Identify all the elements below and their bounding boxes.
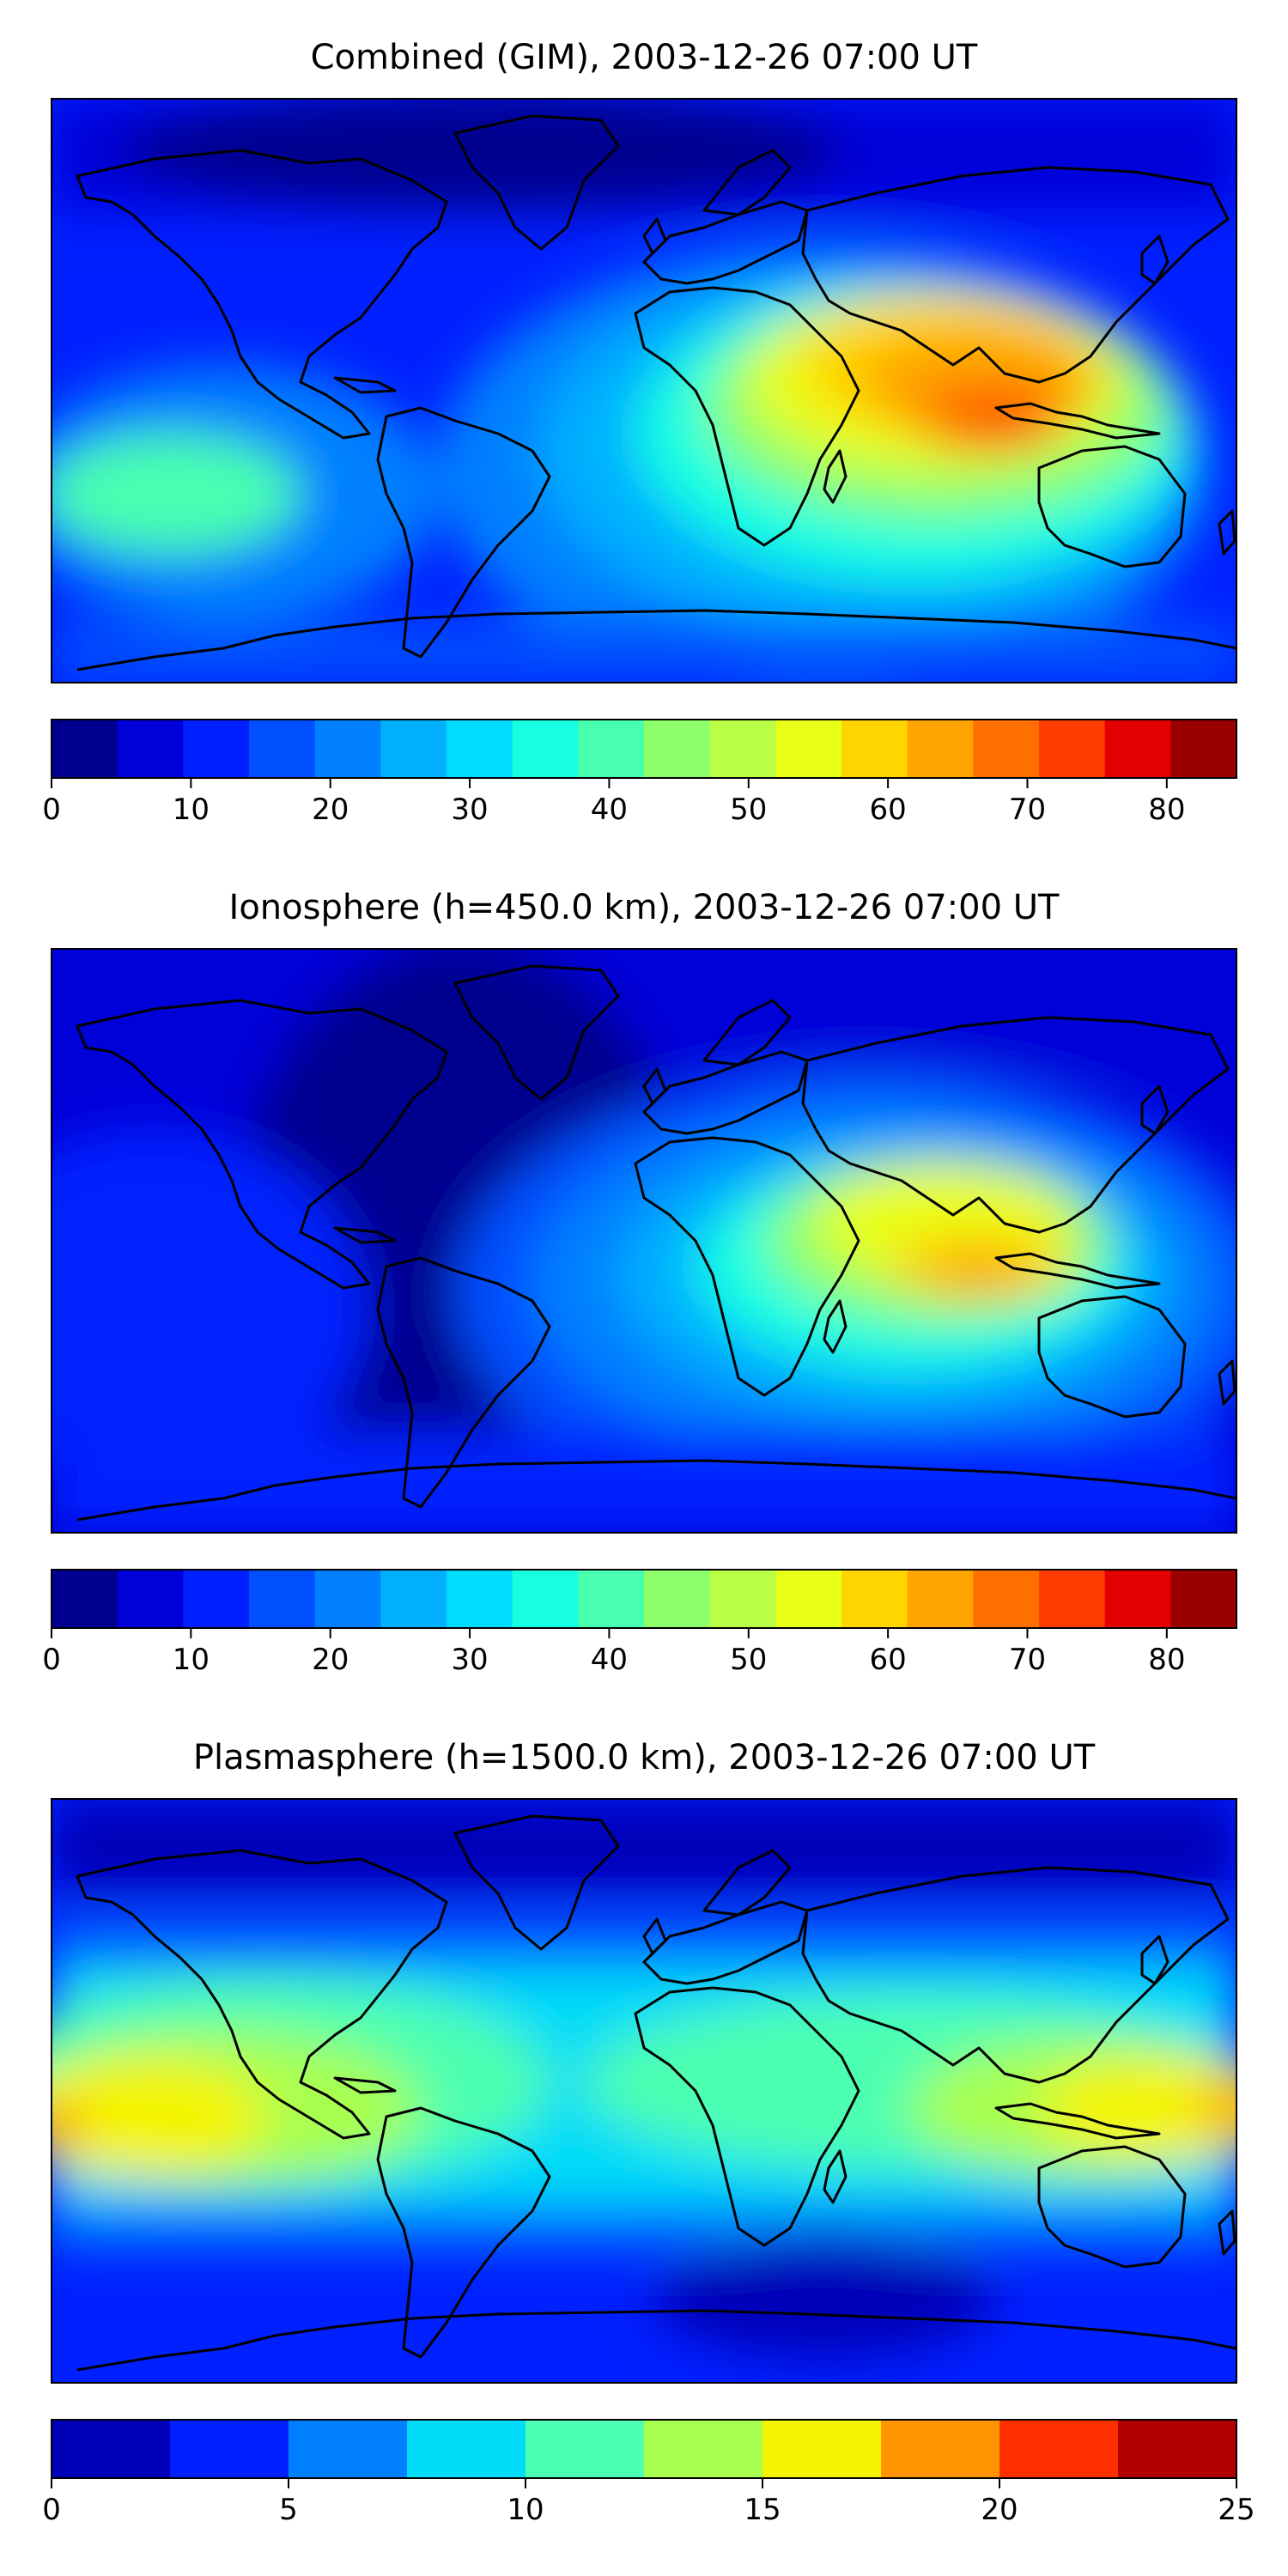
colorbar-tick-label: 0 <box>42 793 61 827</box>
colorbar-plasmasphere: 0 5 10 15 20 25 <box>42 2419 1255 2527</box>
colorbar-segment <box>249 720 316 778</box>
colorbar-segment <box>973 1570 1040 1628</box>
colorbar-segment <box>289 2420 408 2478</box>
colorbar-tick-label: 60 <box>869 793 906 827</box>
panel-ionosphere: Ionosphere (h=450.0 km), 2003-12-26 07:0… <box>42 888 1237 1677</box>
colorbar-tick-label: 0 <box>42 1643 61 1677</box>
colorbar-segment <box>117 720 184 778</box>
colorbar-frame <box>51 1569 1237 1629</box>
colorbar-segment <box>52 2420 171 2478</box>
colorbar-segment <box>775 1570 842 1628</box>
colorbar-tick-label: 5 <box>279 2493 298 2527</box>
colorbar-segment <box>775 720 842 778</box>
colorbar-segment <box>512 720 579 778</box>
colorbar-segment <box>447 720 513 778</box>
colorbar-segment <box>709 1570 776 1628</box>
colorbar-segment <box>183 720 250 778</box>
colorbar-segment <box>973 720 1040 778</box>
colorbar-segment <box>314 720 381 778</box>
colorbar-segment <box>578 1570 645 1628</box>
colorbar-segment <box>1104 720 1171 778</box>
colorbar-segment <box>407 2420 526 2478</box>
panel-title: Plasmasphere (h=1500.0 km), 2003-12-26 0… <box>193 1738 1096 1777</box>
colorbar-segment <box>1104 1570 1171 1628</box>
colorbar-segment <box>314 1570 381 1628</box>
colorbar-segment <box>1170 1570 1237 1628</box>
colorbar-tick-label: 50 <box>730 1643 767 1677</box>
colorbar-segment <box>907 1570 974 1628</box>
colorbar-segment <box>578 720 645 778</box>
colorbar-tick-label: 15 <box>744 2493 781 2527</box>
colorbar-segment <box>512 1570 579 1628</box>
colorbar-frame <box>51 719 1237 779</box>
colorbar-tick-label: 40 <box>591 1643 628 1677</box>
colorbar-segment <box>183 1570 250 1628</box>
colorbar-segment <box>447 1570 513 1628</box>
colorbar-segment <box>380 720 447 778</box>
colorbar-tick-label: 0 <box>42 2493 61 2527</box>
panel-combined: Combined (GIM), 2003-12-26 07:00 UT <box>42 38 1237 827</box>
colorbar-segment <box>1170 720 1237 778</box>
colorbar-tick-label: 60 <box>869 1643 906 1677</box>
colorbar-tick-label: 20 <box>312 793 349 827</box>
colorbar-combined: 0 10 20 30 40 50 60 70 80 <box>42 719 1237 827</box>
colorbar-segment <box>644 1570 711 1628</box>
colorbar-segment <box>52 1570 118 1628</box>
colorbar-tick-label: 80 <box>1148 793 1185 827</box>
colorbar-tick-label: 10 <box>173 1643 210 1677</box>
colorbar-tick-label: 70 <box>1009 793 1046 827</box>
panel-title: Ionosphere (h=450.0 km), 2003-12-26 07:0… <box>229 888 1060 927</box>
colorbar-tick-label: 30 <box>451 1643 488 1677</box>
colorbar-tick-label: 70 <box>1009 1643 1046 1677</box>
map-plasmasphere <box>51 1798 1237 2384</box>
panel-plasmasphere: Plasmasphere (h=1500.0 km), 2003-12-26 0… <box>42 1738 1255 2527</box>
colorbar-segment <box>1039 720 1106 778</box>
colorbar-segment <box>709 720 776 778</box>
colorbar-tick-label: 25 <box>1218 2493 1255 2527</box>
colorbar-tick-label: 50 <box>730 793 767 827</box>
colorbar-ionosphere: 0 10 20 30 40 50 60 70 80 <box>42 1569 1237 1677</box>
colorbar-segment <box>644 2420 763 2478</box>
colorbar-tick-label: 40 <box>591 793 628 827</box>
colorbar-tick-label: 30 <box>451 793 488 827</box>
colorbar-segment <box>380 1570 447 1628</box>
colorbar-segment <box>907 720 974 778</box>
colorbar-segment <box>881 2420 1000 2478</box>
colorbar-segment <box>841 1570 908 1628</box>
colorbar-tick-label: 80 <box>1148 1643 1185 1677</box>
colorbar-segment <box>117 1570 184 1628</box>
colorbar-segment <box>526 2420 645 2478</box>
colorbar-tick-label: 10 <box>507 2493 544 2527</box>
colorbar-tick-label: 20 <box>312 1643 349 1677</box>
colorbar-segment <box>249 1570 316 1628</box>
colorbar-frame <box>51 2419 1237 2479</box>
colorbar-tick-label: 20 <box>981 2493 1018 2527</box>
colorbar-segment <box>52 720 118 778</box>
colorbar-segment <box>841 720 908 778</box>
colorbar-segment <box>1118 2420 1237 2478</box>
colorbar-segment <box>999 2420 1119 2478</box>
panel-title: Combined (GIM), 2003-12-26 07:00 UT <box>311 38 978 77</box>
colorbar-segment <box>762 2420 882 2478</box>
colorbar-segment <box>644 720 711 778</box>
map-combined <box>51 98 1237 683</box>
colorbar-segment <box>170 2420 289 2478</box>
map-ionosphere <box>51 948 1237 1534</box>
colorbar-tick-label: 10 <box>173 793 210 827</box>
colorbar-segment <box>1039 1570 1106 1628</box>
